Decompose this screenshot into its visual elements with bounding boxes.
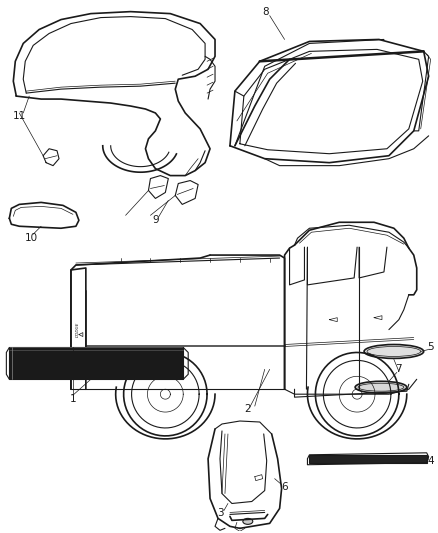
Text: 8: 8: [262, 6, 269, 17]
Text: 5: 5: [427, 343, 434, 352]
Ellipse shape: [355, 381, 407, 393]
Text: 7: 7: [396, 365, 402, 374]
Ellipse shape: [367, 346, 421, 357]
Ellipse shape: [243, 519, 253, 524]
Ellipse shape: [358, 383, 404, 391]
Text: 9: 9: [152, 215, 159, 225]
Text: 10: 10: [25, 233, 38, 243]
Text: 2: 2: [244, 404, 251, 414]
Text: 6: 6: [281, 482, 288, 491]
Text: 4: 4: [427, 456, 434, 466]
Bar: [309, 455, 427, 463]
Text: DODGE: DODGE: [76, 322, 80, 337]
Text: 3: 3: [217, 508, 223, 519]
Text: 1: 1: [70, 394, 76, 404]
Bar: [9, 348, 183, 379]
Ellipse shape: [364, 344, 424, 358]
Text: 11: 11: [13, 111, 26, 121]
